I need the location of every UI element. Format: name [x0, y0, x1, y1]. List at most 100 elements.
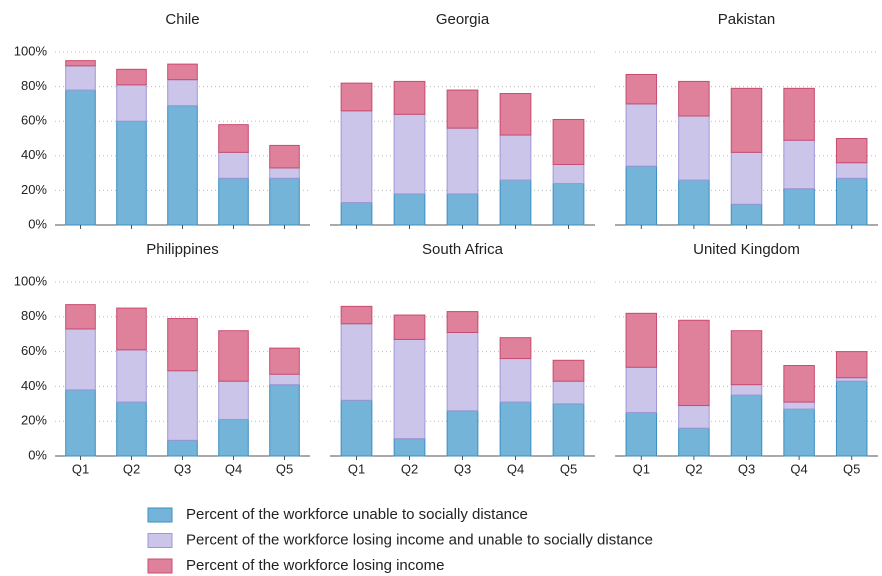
bar-segment: [65, 89, 96, 226]
panel-title: Georgia: [436, 11, 490, 28]
y-tick-label: 20%: [21, 182, 47, 197]
bar-segment: [65, 65, 96, 91]
bar-segment: [167, 370, 198, 441]
y-tick-label: 60%: [21, 343, 47, 358]
bar-segment: [65, 389, 96, 457]
x-tick-label: Q5: [843, 461, 860, 476]
bar-segment: [730, 394, 763, 457]
bar-segment: [446, 89, 479, 129]
bar-segment: [269, 373, 300, 386]
bar-segment: [783, 408, 815, 457]
bar-segment: [218, 151, 249, 179]
bar-segment: [678, 115, 710, 181]
bar-segment: [730, 87, 763, 153]
x-tick-label: Q1: [633, 461, 650, 476]
bar-segment: [835, 138, 868, 164]
legend-swatch: [147, 533, 173, 548]
x-tick-label: Q2: [123, 461, 140, 476]
bar-segment: [340, 82, 373, 112]
bar-segment: [269, 384, 300, 457]
bar-segment: [552, 118, 585, 165]
bar-segment: [116, 120, 147, 226]
x-tick-label: Q1: [72, 461, 89, 476]
bar-segment: [393, 438, 426, 457]
bar-segment: [730, 384, 763, 396]
y-tick-label: 40%: [21, 147, 47, 162]
bar-segment: [340, 399, 373, 457]
bar-segment: [835, 177, 868, 226]
x-tick-label: Q3: [738, 461, 755, 476]
bar-segment: [625, 412, 658, 457]
x-tick-label: Q2: [685, 461, 702, 476]
bar-segment: [446, 331, 479, 412]
x-tick-label: Q3: [454, 461, 471, 476]
bar-segment: [167, 79, 198, 107]
x-tick-label: Q3: [174, 461, 191, 476]
bar-segment: [552, 163, 585, 184]
bar-segment: [499, 337, 532, 360]
x-tick-label: Q4: [225, 461, 242, 476]
bar-segment: [499, 401, 532, 457]
bar-segment: [552, 380, 585, 405]
y-tick-label: 40%: [21, 378, 47, 393]
bar-segment: [783, 188, 815, 226]
bar-segment: [499, 179, 532, 226]
x-tick-label: Q1: [348, 461, 365, 476]
legend-label: Percent of the workforce losing income a…: [186, 531, 653, 548]
bar-segment: [625, 312, 658, 368]
y-tick-label: 0%: [28, 216, 47, 231]
bar-segment: [678, 80, 710, 117]
bar-segment: [678, 319, 710, 407]
y-tick-label: 100%: [14, 273, 48, 288]
bar-segment: [269, 144, 300, 169]
bar-segment: [783, 401, 815, 410]
bar-segment: [393, 338, 426, 440]
panel-title: Pakistan: [718, 11, 776, 28]
bar-segment: [65, 304, 96, 330]
bar-segment: [393, 314, 426, 340]
bar-segment: [499, 134, 532, 181]
bar-segment: [552, 403, 585, 457]
legend-swatch: [147, 507, 173, 523]
bar-segment: [552, 359, 585, 382]
bar-segment: [340, 110, 373, 204]
bar-segment: [393, 113, 426, 195]
bar-segment: [116, 307, 147, 351]
bar-segment: [218, 177, 249, 226]
bar-segment: [625, 366, 658, 414]
bar-segment: [499, 358, 532, 403]
bar-segment: [783, 87, 815, 141]
panel-title: United Kingdom: [693, 241, 800, 258]
bar-segment: [116, 68, 147, 86]
bar-segment: [446, 410, 479, 457]
x-tick-label: Q5: [560, 461, 577, 476]
x-tick-label: Q4: [507, 461, 524, 476]
bar-segment: [116, 349, 147, 403]
bar-segment: [65, 60, 96, 67]
bar-segment: [625, 103, 658, 167]
bar-segment: [783, 139, 815, 190]
y-tick-label: 80%: [21, 78, 47, 93]
x-tick-label: Q5: [276, 461, 293, 476]
bar-segment: [218, 124, 249, 153]
bar-segment: [340, 202, 373, 226]
bar-segment: [446, 127, 479, 195]
bar-segment: [730, 151, 763, 205]
legend-label: Percent of the workforce losing income: [186, 557, 444, 574]
y-tick-label: 60%: [21, 113, 47, 128]
bar-segment: [730, 330, 763, 386]
bar-segment: [65, 328, 96, 391]
bar-segment: [218, 380, 249, 420]
bar-segment: [835, 351, 868, 379]
legend-swatch: [147, 558, 173, 574]
bar-segment: [678, 179, 710, 226]
y-tick-label: 0%: [28, 447, 47, 462]
bar-segment: [167, 318, 198, 372]
bar-segment: [218, 418, 249, 457]
bar-segment: [393, 193, 426, 226]
bar-segment: [625, 165, 658, 226]
bar-segment: [218, 330, 249, 382]
bar-segment: [678, 405, 710, 429]
bar-segment: [835, 377, 868, 382]
